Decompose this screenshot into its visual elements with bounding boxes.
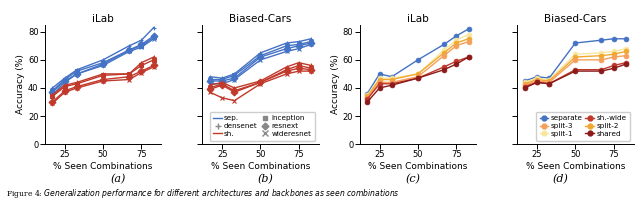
Text: (b): (b)	[258, 174, 273, 184]
X-axis label: % Seen Combinations: % Seen Combinations	[368, 162, 468, 171]
Text: (d): (d)	[552, 174, 568, 184]
X-axis label: % Seen Combinations: % Seen Combinations	[525, 162, 625, 171]
Text: (a): (a)	[111, 174, 126, 184]
Y-axis label: Accuracy (%): Accuracy (%)	[331, 55, 340, 114]
Legend: sep., densenet, sh., inception, resnext, wideresnet: sep., densenet, sh., inception, resnext,…	[210, 112, 315, 140]
Text: (c): (c)	[405, 174, 420, 184]
Text: Figure 4: $\it{Generalization\ performance\ for\ different\ architectures\ and\ : Figure 4: $\it{Generalization\ performan…	[6, 187, 400, 200]
Legend: separate, split-3, split-1, sh.-wide, split-2, shared: separate, split-3, split-1, sh.-wide, sp…	[536, 112, 630, 140]
Title: iLab: iLab	[92, 14, 114, 24]
Title: Biased-Cars: Biased-Cars	[229, 14, 292, 24]
Y-axis label: Accuracy (%): Accuracy (%)	[16, 55, 25, 114]
X-axis label: % Seen Combinations: % Seen Combinations	[53, 162, 153, 171]
X-axis label: % Seen Combinations: % Seen Combinations	[211, 162, 310, 171]
Title: iLab: iLab	[407, 14, 429, 24]
Title: Biased-Cars: Biased-Cars	[544, 14, 607, 24]
